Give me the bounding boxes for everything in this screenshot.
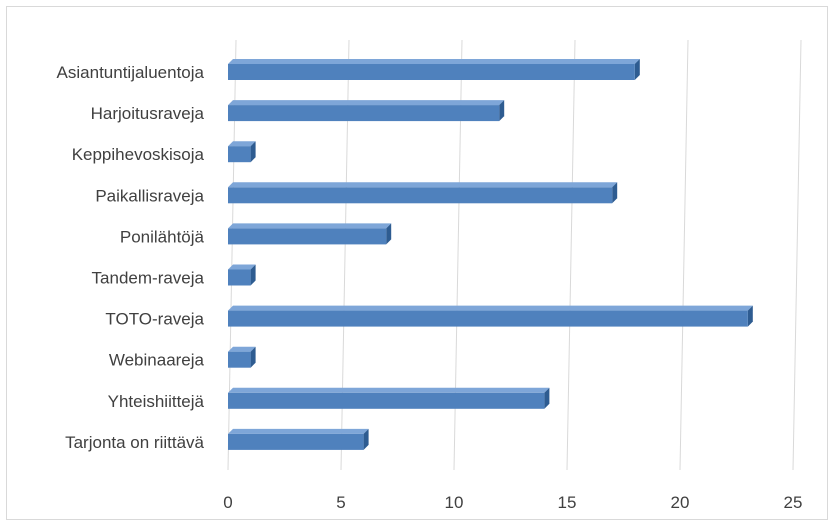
bar-top-face (228, 100, 505, 106)
bar-front-face (228, 392, 545, 409)
bar-side-face (250, 346, 256, 368)
bar-front-face (228, 64, 635, 80)
bar-side-face (250, 141, 256, 163)
x-axis-tick-labels: 0 5 10 15 20 25 (223, 493, 802, 512)
bar-side-face (363, 428, 369, 450)
category-label: Asiantuntijaluentoja (57, 63, 205, 82)
category-labels: Asiantuntijaluentoja Harjoitusraveja Kep… (57, 63, 205, 452)
bar-side-face (544, 387, 550, 409)
bar-front-face (228, 187, 613, 204)
bar-front-face (228, 351, 251, 368)
category-label: Keppihevoskisoja (72, 145, 205, 164)
category-label: Harjoitusraveja (91, 104, 205, 123)
bar (228, 182, 618, 204)
bar (228, 59, 640, 80)
bar (228, 141, 256, 163)
x-tick-label: 20 (671, 493, 690, 512)
x-tick-label: 5 (336, 493, 345, 512)
bar-front-face (228, 228, 387, 245)
bar-front-face (228, 269, 251, 286)
category-label: Yhteishiittejä (108, 392, 205, 411)
category-label: Paikallisraveja (95, 186, 204, 205)
bar-top-face (228, 141, 256, 147)
bar-top-face (228, 346, 256, 352)
bar (228, 264, 256, 286)
bar (228, 223, 392, 245)
bar-side-face (747, 305, 753, 327)
bar-top-face (228, 264, 256, 270)
bar-front-face (228, 105, 500, 122)
bar-top-face (228, 223, 392, 229)
bar-side-face (499, 100, 505, 122)
category-label: Ponilähtöjä (120, 227, 205, 246)
bar (228, 100, 505, 122)
gridline (792, 39, 802, 471)
category-label: TOTO-raveja (105, 310, 204, 329)
bar-top-face (228, 59, 640, 64)
bar-top-face (228, 387, 550, 393)
bar-top-face (228, 182, 618, 188)
category-label: Webinaareja (109, 351, 205, 370)
bar-front-face (228, 146, 251, 163)
chart-frame (6, 6, 828, 520)
category-label: Tarjonta on riittävä (65, 433, 204, 452)
bar-side-face (612, 182, 618, 204)
x-tick-label: 25 (784, 493, 803, 512)
bar-side-face (634, 59, 640, 80)
category-label: Tandem-raveja (92, 269, 205, 288)
bar (228, 305, 753, 327)
x-tick-label: 0 (223, 493, 232, 512)
bar-front-face (228, 433, 364, 450)
x-tick-label: 15 (558, 493, 577, 512)
bar-side-face (250, 264, 256, 286)
bar-front-face (228, 310, 748, 327)
bar (228, 428, 369, 450)
gridline (566, 39, 576, 471)
bar-top-face (228, 305, 753, 311)
bar (228, 387, 550, 409)
gridline (679, 39, 689, 471)
bar-top-face (228, 428, 369, 434)
bars (228, 59, 753, 450)
bar-side-face (386, 223, 392, 245)
bar (228, 346, 256, 368)
x-tick-label: 10 (445, 493, 464, 512)
